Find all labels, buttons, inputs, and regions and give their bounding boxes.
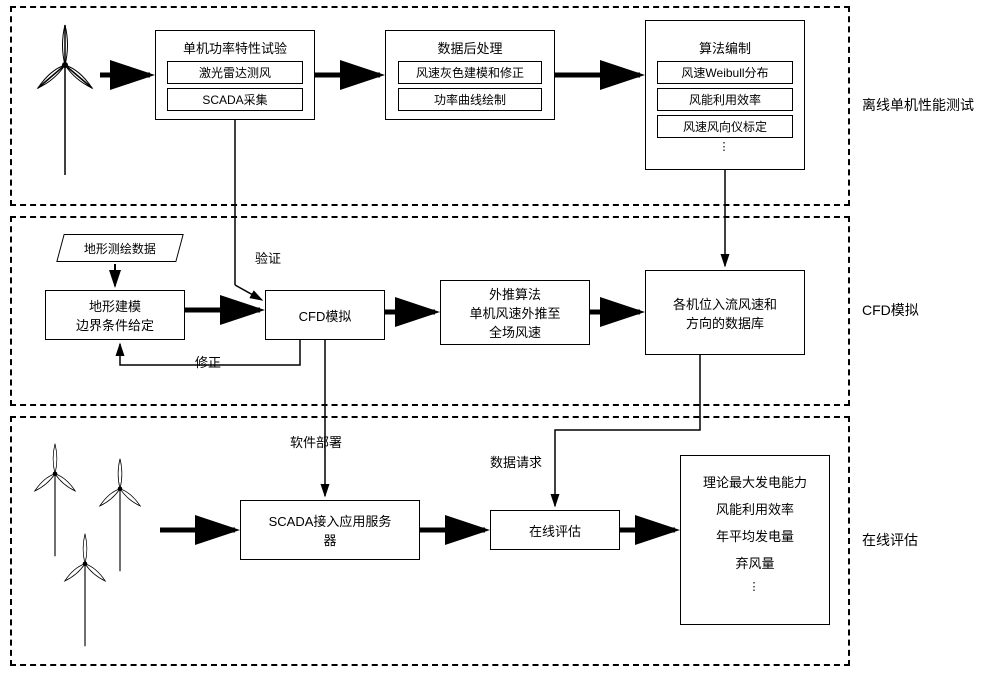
ellipsis-icon: ⋮ <box>719 140 732 153</box>
line-scada-2: 器 <box>323 530 336 549</box>
edge-correct: 修正 <box>195 352 221 371</box>
line-terrain-1: 地形建模 <box>89 296 141 315</box>
line-extra-3: 全场风速 <box>489 322 541 341</box>
box-outputs: 理论最大发电能力 风能利用效率 年平均发电量 弃风量 ⋮ <box>680 455 830 625</box>
box-scada-server: SCADA接入应用服务 器 <box>240 500 420 560</box>
edge-request: 数据请求 <box>490 452 542 471</box>
box-terrain-model: 地形建模 边界条件给定 <box>45 290 185 340</box>
box-postprocess: 数据后处理 风速灰色建模和修正 功率曲线绘制 <box>385 30 555 120</box>
box-online-eval: 在线评估 <box>490 510 620 550</box>
box-power-test: 单机功率特性试验 激光雷达测风 SCADA采集 <box>155 30 315 120</box>
turbine-icon-1 <box>30 20 100 180</box>
out-4: 弃风量 <box>735 553 774 572</box>
item-weibull: 风速Weibull分布 <box>657 61 793 84</box>
item-scada: SCADA采集 <box>167 88 303 111</box>
item-power-curve: 功率曲线绘制 <box>398 88 542 111</box>
line-scada-1: SCADA接入应用服务 <box>269 511 392 530</box>
line-db-1: 各机位入流风速和 <box>673 294 777 313</box>
turbine-icon-4 <box>55 530 115 650</box>
label-online: 在线评估 <box>862 530 918 550</box>
item-calibration: 风速风向仪标定 <box>657 115 793 138</box>
line-extra-1: 外推算法 <box>489 284 541 303</box>
box-algorithm-title: 算法编制 <box>699 38 751 57</box>
edge-deploy: 软件部署 <box>290 432 342 451</box>
item-lidar: 激光雷达测风 <box>167 61 303 84</box>
line-extra-2: 单机风速外推至 <box>469 303 560 322</box>
out-3: 年平均发电量 <box>716 526 794 545</box>
line-cfd: CFD模拟 <box>299 306 352 325</box>
out-2: 风能利用效率 <box>716 499 794 518</box>
line-terrain-2: 边界条件给定 <box>76 315 154 334</box>
line-eval: 在线评估 <box>529 521 581 540</box>
line-db-2: 方向的数据库 <box>686 313 764 332</box>
box-algorithm: 算法编制 风速Weibull分布 风能利用效率 风速风向仪标定 ⋮ <box>645 20 805 170</box>
edge-verify: 验证 <box>255 248 281 267</box>
para-terrain-label: 地形测绘数据 <box>84 240 156 257</box>
box-postprocess-title: 数据后处理 <box>437 38 502 57</box>
box-extrapolate: 外推算法 单机风速外推至 全场风速 <box>440 280 590 345</box>
box-power-test-title: 单机功率特性试验 <box>183 38 287 57</box>
item-grey-model: 风速灰色建模和修正 <box>398 61 542 84</box>
label-offline: 离线单机性能测试 <box>862 95 974 115</box>
box-cfd-sim: CFD模拟 <box>265 290 385 340</box>
out-1: 理论最大发电能力 <box>703 472 807 491</box>
label-cfd: CFD模拟 <box>862 300 919 320</box>
ellipsis-icon-2: ⋮ <box>749 580 762 593</box>
box-database: 各机位入流风速和 方向的数据库 <box>645 270 805 355</box>
item-efficiency: 风能利用效率 <box>657 88 793 111</box>
para-terrain-data: 地形测绘数据 <box>56 234 184 262</box>
